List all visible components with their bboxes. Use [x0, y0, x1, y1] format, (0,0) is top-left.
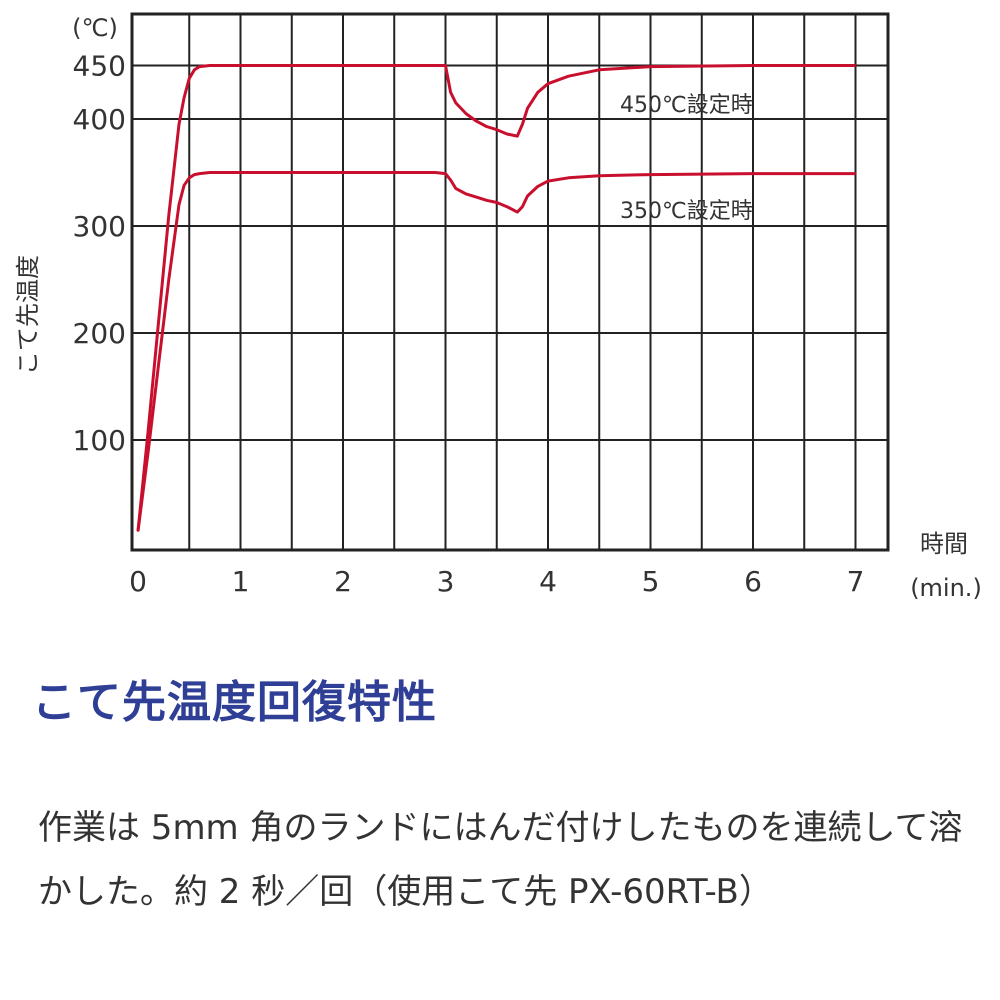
data-point — [506, 133, 508, 135]
data-point — [536, 91, 539, 94]
data-point — [649, 173, 652, 176]
data-point — [188, 77, 191, 80]
data-point — [495, 128, 498, 131]
data-point — [854, 64, 857, 67]
data-point — [454, 187, 457, 190]
series-line-1 — [136, 64, 856, 532]
data-point — [198, 172, 201, 175]
data-point — [342, 64, 344, 67]
data-point — [434, 171, 437, 174]
data-point — [137, 530, 139, 532]
data-point — [475, 196, 478, 198]
data-point — [465, 193, 467, 195]
data-point — [449, 91, 452, 94]
x-tick-label: 0 — [129, 565, 147, 598]
data-point — [178, 123, 180, 126]
x-tick-label: 1 — [232, 565, 250, 598]
chart-axes: 100 200 300 400 450 0 1 2 3 4 5 6 7 — [73, 50, 865, 599]
data-point — [157, 321, 160, 324]
y-tick-label: 300 — [73, 210, 126, 243]
data-point — [208, 171, 211, 174]
data-point — [444, 64, 447, 67]
x-axis-label: 時間 — [920, 530, 968, 558]
data-point — [475, 120, 478, 122]
data-point — [239, 171, 242, 174]
data-point — [521, 123, 524, 126]
data-point — [598, 174, 601, 177]
data-point — [198, 65, 201, 68]
data-point — [183, 96, 185, 99]
y-axis-label: こて先温度 — [14, 255, 42, 375]
data-point — [434, 64, 437, 67]
section-description: 作業は 5mm 角のランドにはんだ付けしたものを連続して溶かした。約 2 秒／回… — [38, 808, 963, 912]
data-point — [567, 75, 570, 77]
data-point — [547, 180, 549, 182]
data-point — [167, 278, 170, 281]
data-point — [516, 135, 519, 137]
data-point — [219, 64, 221, 67]
data-point — [188, 177, 191, 179]
x-tick-label: 4 — [539, 565, 557, 598]
series-label-2: 350℃設定時 — [620, 199, 753, 224]
data-point — [547, 82, 549, 85]
x-tick-label: 3 — [437, 565, 455, 598]
chart-grid — [130, 12, 890, 552]
y-tick-label: 400 — [73, 103, 126, 136]
data-point — [167, 214, 170, 217]
data-point — [444, 172, 447, 175]
data-point — [567, 177, 570, 179]
data-point — [526, 107, 529, 110]
data-point — [752, 172, 754, 175]
data-point — [239, 64, 242, 67]
data-point — [454, 102, 457, 104]
data-point — [526, 195, 529, 197]
x-tick-label: 5 — [642, 565, 660, 598]
x-unit-label: (min.) — [910, 574, 982, 602]
data-point — [193, 68, 196, 71]
y-unit-label: (℃) — [72, 14, 118, 42]
plot-frame — [130, 12, 890, 552]
x-tick-label: 6 — [744, 565, 762, 598]
data-point — [485, 125, 488, 128]
data-point — [516, 211, 519, 213]
y-tick-label: 450 — [73, 50, 126, 83]
chart-series — [136, 64, 857, 532]
data-point — [495, 201, 498, 204]
series-label-1: 450℃設定時 — [620, 93, 753, 118]
data-point — [854, 172, 857, 175]
data-point — [193, 173, 196, 176]
data-point — [506, 205, 508, 208]
data-point — [598, 68, 601, 71]
data-point — [465, 112, 467, 115]
data-point — [752, 64, 754, 67]
data-point — [147, 428, 150, 431]
temperature-recovery-chart: 100 200 300 400 450 0 1 2 3 4 5 6 7 (℃) 時間 (min.) こて先温度… — [14, 12, 982, 602]
data-point — [536, 185, 539, 188]
data-point — [208, 64, 211, 67]
y-tick-label: 200 — [73, 317, 126, 350]
data-point — [485, 199, 488, 202]
data-point — [521, 205, 524, 208]
section-title: こて先温度回復特性 — [32, 677, 437, 728]
data-point — [342, 171, 344, 174]
x-tick-label: 7 — [847, 565, 865, 598]
data-point — [449, 179, 452, 181]
data-point — [649, 65, 652, 68]
x-tick-label: 2 — [334, 565, 352, 598]
y-tick-label: 100 — [73, 424, 126, 457]
data-point — [157, 364, 160, 366]
data-point — [183, 184, 185, 187]
data-point — [147, 449, 150, 452]
data-point — [178, 203, 180, 206]
chart-labels: (℃) 時間 (min.) こて先温度 450℃設定時 350℃設定時 — [14, 14, 982, 602]
